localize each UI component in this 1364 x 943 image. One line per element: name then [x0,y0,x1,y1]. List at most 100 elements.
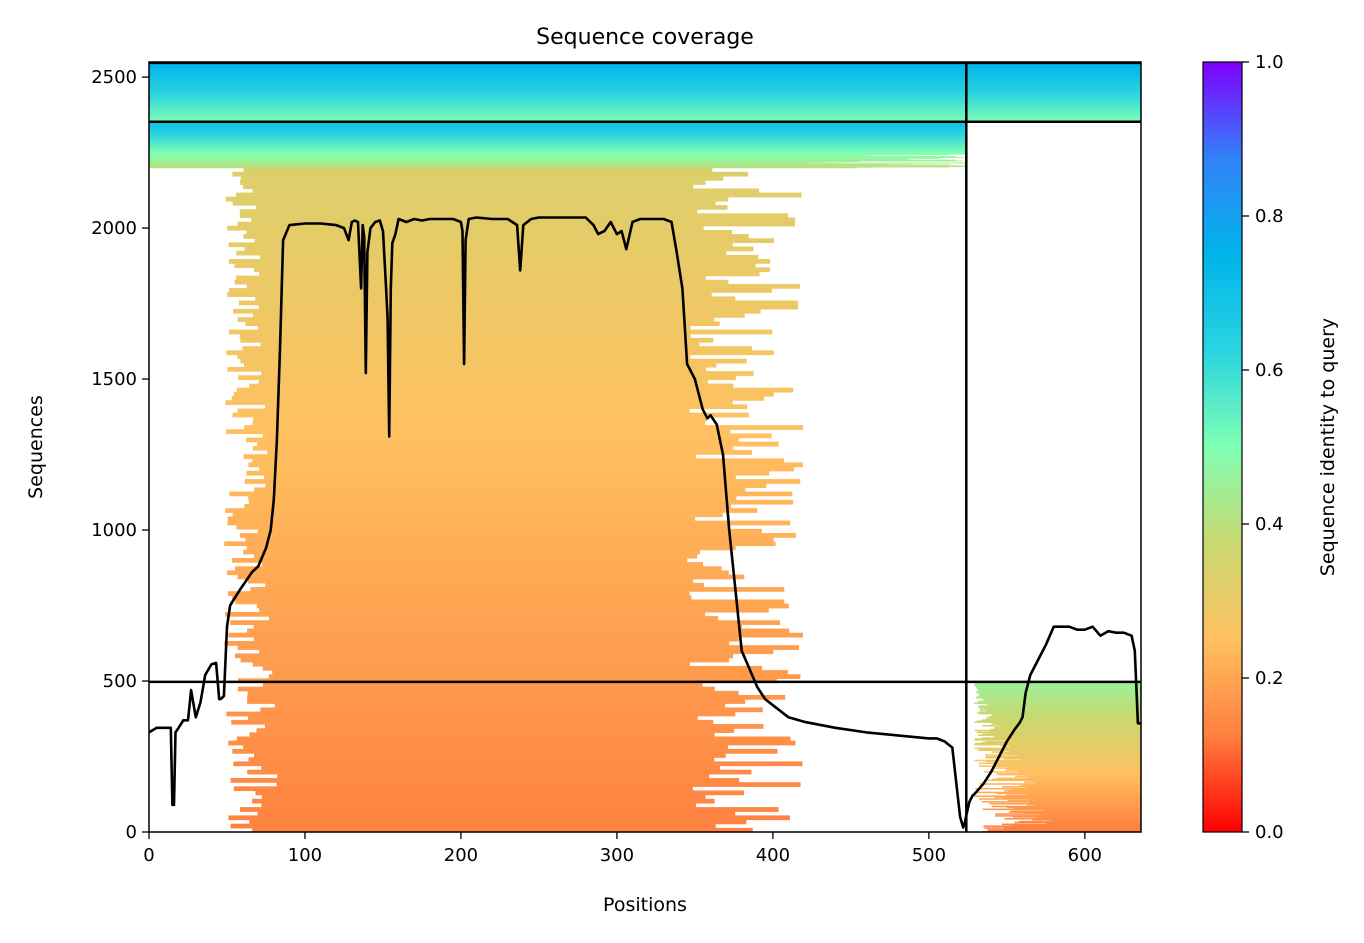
coverage-row [1029,799,1141,801]
coverage-row [239,533,796,538]
coverage-row [1007,800,1141,802]
coverage-row [262,562,704,567]
coverage-row [974,743,1141,746]
coverage-row [1001,823,1141,826]
coverage-row [1003,826,1141,828]
coverage-row [982,808,1141,811]
coverage-row [1010,788,1141,791]
coverage-row [1023,781,1141,783]
coverage-row [233,761,803,767]
coverage-row [983,771,1141,773]
coverage-row [240,358,747,364]
coverage-row [243,362,717,368]
coverage-row [247,690,739,696]
coverage-row [254,753,726,758]
coverage-row [261,802,697,808]
coverage-row [262,665,763,671]
coverage-row [230,620,780,626]
coverage-row [989,730,1141,733]
coverage-row [248,499,794,505]
coverage-row [997,764,1141,767]
coverage-row [234,263,756,268]
coverage-row [262,682,703,688]
coverage-row [1000,761,1141,764]
coverage-row [985,741,1141,743]
coverage-row [255,296,736,302]
coverage-row [1019,785,1141,787]
coverage-row [980,741,1141,744]
coverage-row [1000,726,1141,728]
x-tick-label: 500 [912,845,946,866]
coverage-row [974,682,1141,685]
coverage-row [259,649,774,655]
coverage-row [990,728,1141,731]
coverage-row [980,707,1141,709]
coverage-row [252,420,706,426]
coverage-row [234,653,734,659]
coverage-row [991,751,1141,753]
coverage-row [226,711,736,717]
coverage-row [233,786,693,792]
colorbar-ticks: 0.0 0.2 0.4 0.6 0.8 1.0 [1242,52,1284,843]
block-top-right [966,62,1141,123]
coverage-row [262,433,772,439]
coverage-row [985,760,1141,763]
coverage-row [974,738,1141,740]
coverage-row [236,250,727,256]
coverage-row [993,736,1141,738]
coverage-row [245,321,720,327]
coverage-row [226,350,774,356]
coverage-row [1024,793,1141,796]
coverage-row [225,196,729,202]
coverage-row [981,719,1141,721]
coverage-row [977,720,1141,722]
coverage-row [995,815,1141,817]
coverage-row [237,574,745,580]
colorbar-tick-label: 0.4 [1255,514,1284,535]
coverage-row [974,729,1141,732]
coverage-row [978,690,1141,692]
coverage-row [259,607,769,613]
coverage-row [1004,817,1141,820]
coverage-row [252,661,690,667]
coverage-row [236,736,791,742]
coverage-row [986,716,1141,719]
coverage-row [1009,811,1141,813]
coverage-row [252,458,785,464]
coverage-row [248,715,698,721]
coverage-row [232,200,716,206]
coverage-row [249,732,715,738]
coverage-row [978,765,1141,767]
coverage-row [248,578,694,584]
coverage-row [1008,790,1141,793]
coverage-row [978,694,1141,696]
coverage-row [985,718,1141,721]
coverage-row [994,714,1141,717]
coverage-row [974,747,1141,750]
coverage-row [981,697,1141,700]
coverage-row [985,756,1141,758]
coverage-row [978,749,1141,751]
coverage-row [259,466,795,472]
y-tick-label: 500 [103,671,137,692]
coverage-row [1021,758,1141,761]
coverage-row [272,670,788,675]
coverage-row [253,553,698,559]
coverage-row [978,701,1141,704]
y-tick-label: 2500 [91,67,137,88]
coverage-row [244,425,803,430]
coverage-row [977,700,1141,703]
coverage-line-group [149,216,1141,829]
coverage-row [240,175,724,181]
coverage-row [258,379,708,385]
coverage-row [232,171,749,177]
coverage-row [1006,768,1141,770]
coverage-row [979,783,1141,785]
coverage-row [982,733,1141,736]
coverage-row [255,790,745,796]
coverage-row [997,724,1141,726]
coverage-row [257,811,736,816]
coverage-row [1031,780,1141,782]
coverage-row [244,246,754,252]
